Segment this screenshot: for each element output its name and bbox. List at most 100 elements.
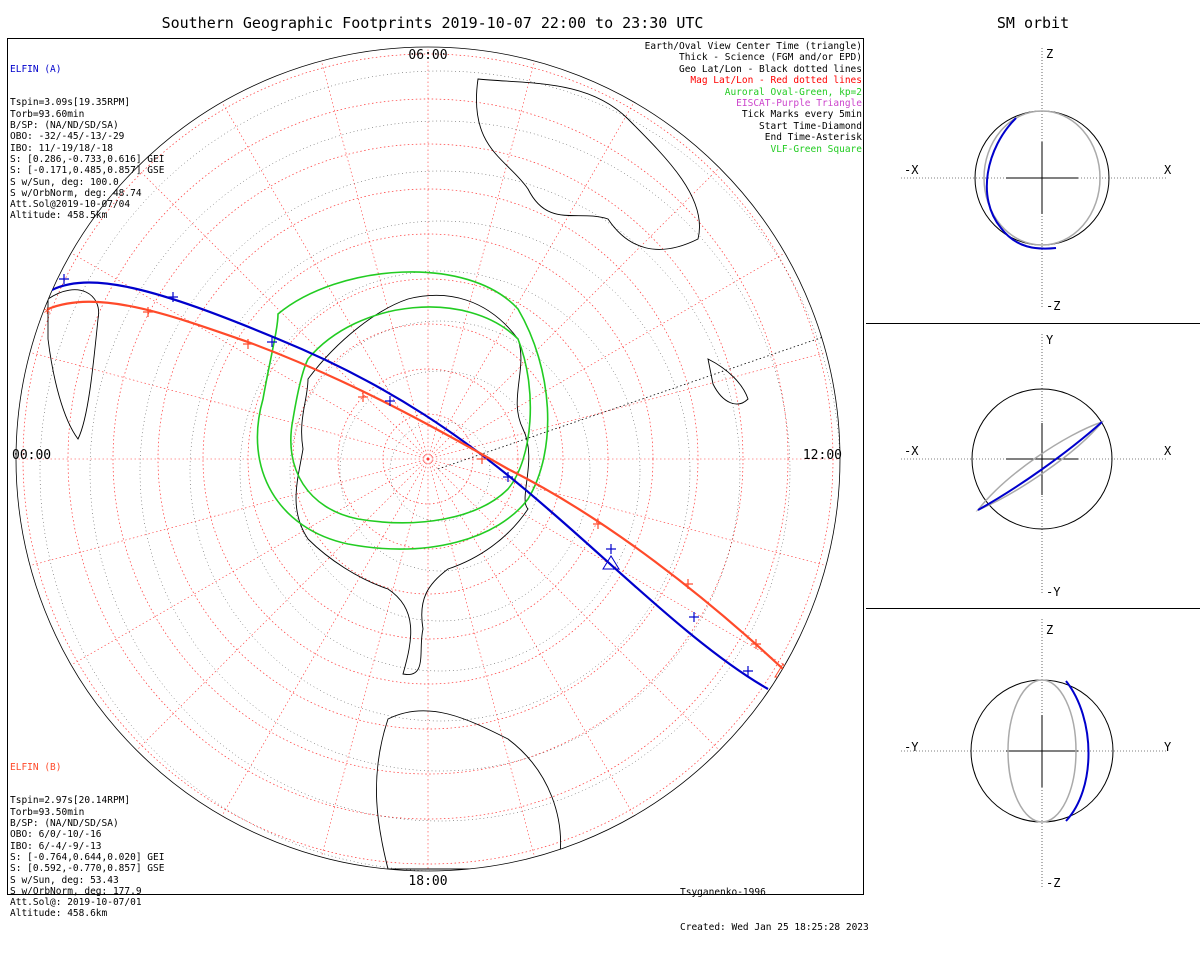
param-line: Tspin=3.09s[19.35RPM]	[10, 97, 131, 109]
model-name: Tsyganenko-1996	[680, 887, 766, 898]
map-label-right: 12:00	[803, 448, 842, 463]
footprint-map: * 06:00 00:00 12:00 18:00	[12, 46, 842, 889]
mag-lon-line	[427, 344, 840, 460]
auroral-oval-inner	[290, 306, 532, 524]
legend-item: Auroral Oval-Green, kp=2	[724, 86, 862, 98]
elfin-a-orbit	[977, 421, 1103, 511]
mag-lon-line	[427, 238, 810, 460]
elfin-b-tick-marks	[143, 307, 761, 649]
antarctica-coastline	[295, 294, 530, 675]
param-line: B/SP: (NA/ND/SD/SA)	[10, 120, 119, 132]
mag-lat-lon-grid	[16, 47, 840, 871]
param-line: Att.Sol@2019-10-07/04	[10, 199, 131, 211]
legend-item: Earth/Oval View Center Time (triangle)	[644, 41, 862, 52]
axis-bottom: -Z	[1046, 876, 1060, 890]
mag-lon-line	[46, 238, 429, 460]
elfin-a-info: ELFIN (A) Tspin=3.09s[19.35RPM] Torb=93.6…	[10, 41, 164, 244]
axis-left: -Y	[904, 740, 919, 754]
param-line: S: [-0.171,0.485,0.857] GSE	[10, 165, 165, 177]
elfin-b-track	[47, 300, 784, 670]
elfin-a-name: ELFIN (A)	[10, 63, 62, 75]
elfin-b-start-asterisk: *	[43, 306, 51, 322]
axis-top: Z	[1046, 623, 1053, 637]
mag-lon-line	[207, 458, 429, 841]
param-line: S w/OrbNorm, deg: 177.9	[10, 885, 142, 897]
axis-left: -X	[904, 444, 919, 458]
map-label-top: 06:00	[408, 48, 447, 63]
param-line: B/SP: (NA/ND/SD/SA)	[10, 818, 119, 830]
legend: Earth/Oval View Center Time (triangle) Th…	[645, 41, 862, 155]
australia-coastline	[476, 78, 700, 250]
elfin-b-orbit	[1007, 679, 1077, 823]
geo-lat-circle	[239, 270, 641, 672]
earth-circle	[971, 388, 1113, 530]
sm-panel-xz: Z -Z -X X	[866, 38, 1200, 323]
param-line: S: [-0.764,0.644,0.020] GEI	[10, 851, 165, 863]
mag-lon-line	[16, 458, 429, 574]
geo-lat-circle	[139, 170, 741, 772]
credit-block: Tsyganenko-1996 Created: Wed Jan 25 18:2…	[680, 864, 869, 956]
map-label-bottom: 18:00	[408, 874, 447, 889]
mag-lon-line	[427, 458, 649, 841]
param-line: Tspin=2.97s[20.14RPM]	[10, 795, 131, 807]
axis-right: X	[1164, 444, 1172, 458]
mag-lon-line	[427, 147, 740, 460]
auroral-oval-outer	[256, 271, 549, 550]
param-line: IBO: 11/-19/18/-18	[10, 142, 113, 154]
mag-lon-line	[16, 344, 429, 460]
mag-lat-circle	[112, 143, 744, 775]
south-america-coastline	[376, 710, 561, 870]
elfin-a-track	[47, 281, 769, 690]
mag-lon-line	[116, 458, 429, 771]
axis-right: X	[1164, 163, 1172, 177]
mag-lat-circle	[157, 188, 699, 730]
created-timestamp: Created: Wed Jan 25 18:25:28 2023	[680, 921, 869, 933]
param-line: OBO: 6/0/-10/-16	[10, 829, 102, 841]
legend-item: Thick - Science (FGM and/or EPD)	[678, 52, 862, 64]
sm-panel-yz: Z -Z -Y Y	[866, 608, 1200, 899]
axis-left: -X	[904, 163, 919, 177]
mag-lon-line	[427, 458, 840, 574]
sm-orbit-title: SM orbit	[996, 14, 1070, 32]
mag-lon-line	[116, 147, 429, 460]
axis-top: Y	[1046, 333, 1054, 347]
mag-lat-circle	[337, 368, 519, 550]
legend-item: VLF-Green Square	[770, 143, 862, 155]
legend-item: EISCAT-Purple Triangle	[736, 98, 862, 110]
elfin-a-tick-marks	[59, 274, 753, 676]
axis-top: Z	[1046, 47, 1053, 61]
new-zealand-coastline	[707, 358, 749, 405]
map-label-left: 00:00	[12, 448, 51, 463]
auroral-ovals	[256, 271, 549, 550]
elfin-b-orbit	[975, 420, 1105, 512]
axis-bottom: -Z	[1046, 299, 1060, 313]
mag-lon-line	[46, 458, 429, 680]
param-line: S: [0.286,-0.733,0.616] GEI	[10, 153, 165, 165]
mag-lon-line	[313, 458, 429, 871]
legend-item: Geo Lat/Lon - Black dotted lines	[678, 63, 862, 75]
param-line: Torb=93.50min	[10, 806, 85, 818]
param-line: Torb=93.60min	[10, 108, 85, 120]
legend-item: Tick Marks every 5min	[741, 109, 862, 121]
elfin-b-orbit	[983, 110, 1101, 246]
param-line: S w/OrbNorm, deg: 48.74	[10, 187, 142, 199]
param-line: OBO: -32/-45/-13/-29	[10, 131, 125, 143]
elfin-a-orbit	[1065, 680, 1090, 822]
sm-panel-xy: Y -Y -X X	[866, 323, 1200, 609]
param-line: Altitude: 458.5km	[10, 210, 108, 222]
param-line: Att.Sol@: 2019-10-07/01	[10, 897, 142, 909]
mag-lat-circle	[292, 323, 564, 595]
coastlines	[47, 78, 749, 870]
geo-lat-circle	[289, 320, 591, 622]
elfin-a-orbit	[985, 117, 1057, 250]
elfin-a-view-center-triangle	[602, 555, 620, 570]
geo-lat-circle	[189, 220, 691, 722]
elfin-b-name: ELFIN (B)	[10, 761, 62, 773]
axis-bottom: -Y	[1046, 585, 1061, 599]
legend-item: Start Time-Diamond	[759, 120, 862, 132]
legend-item: End Time-Asterisk	[764, 132, 862, 144]
elfin-b-params: Tspin=2.97s[20.14RPM] Torb=93.50min B/SP: …	[10, 795, 164, 919]
mag-lon-line	[207, 77, 429, 460]
africa-coastline	[47, 289, 100, 440]
param-line: S w/Sun, deg: 53.43	[10, 874, 119, 886]
